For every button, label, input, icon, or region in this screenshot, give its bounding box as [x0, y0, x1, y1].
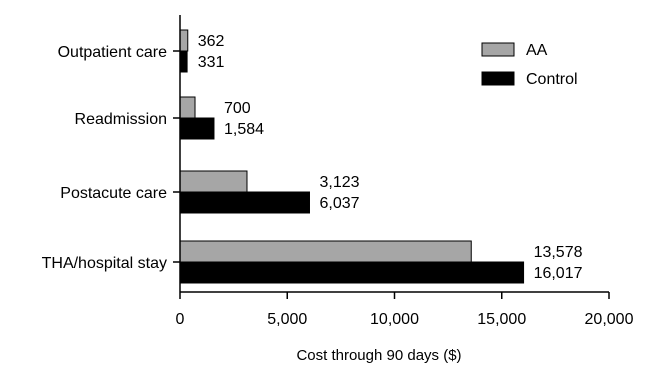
- bar-control-tha-hospital-stay: [179, 261, 525, 284]
- bar-aa-outpatient-care: [179, 29, 189, 52]
- category-label-tha-hospital-stay: THA/hospital stay: [42, 255, 167, 272]
- value-label-aa-postacute-care: 3,123: [319, 174, 359, 191]
- x-tick-label-0: 0: [176, 311, 185, 328]
- y-axis: Outpatient care Readmission Postacute care…: [42, 15, 181, 292]
- x-tick-label-5000: 5,000: [267, 311, 307, 328]
- x-tick-label-20000: 20,000: [585, 311, 634, 328]
- legend: AA Control: [481, 42, 578, 88]
- x-tick-label-10000: 10,000: [370, 311, 419, 328]
- bar-control-postacute-care: [179, 191, 310, 214]
- bar-aa-tha-hospital-stay: [179, 240, 472, 263]
- bar-aa-readmission: [179, 96, 196, 119]
- x-tick-label-15000: 15,000: [477, 311, 526, 328]
- value-label-aa-tha-hospital-stay: 13,578: [534, 244, 583, 261]
- legend-swatch-aa: [481, 42, 515, 57]
- bar-control-outpatient-care: [179, 50, 188, 73]
- bar-control-readmission: [179, 117, 215, 140]
- value-label-control-outpatient-care: 331: [198, 54, 225, 71]
- legend-swatch-control: [481, 71, 515, 86]
- legend-label-aa: AA: [526, 42, 548, 59]
- value-label-control-postacute-care: 6,037: [319, 195, 359, 212]
- category-label-readmission: Readmission: [75, 111, 167, 128]
- value-labels-layer: 362 331 700 1,584 3,123 6,037 13,578 16,017: [198, 33, 583, 282]
- legend-label-control: Control: [526, 71, 578, 88]
- value-label-control-tha-hospital-stay: 16,017: [534, 265, 583, 282]
- category-label-outpatient-care: Outpatient care: [58, 44, 168, 61]
- bars-layer: [179, 29, 525, 284]
- value-label-aa-readmission: 700: [224, 100, 251, 117]
- value-label-control-readmission: 1,584: [224, 121, 264, 138]
- value-label-aa-outpatient-care: 362: [198, 33, 225, 50]
- bar-aa-postacute-care: [179, 170, 248, 193]
- x-axis-title: Cost through 90 days ($): [296, 347, 461, 364]
- category-label-postacute-care: Postacute care: [60, 185, 167, 202]
- x-axis: 0 5,000 10,000 15,000 20,000: [176, 291, 634, 328]
